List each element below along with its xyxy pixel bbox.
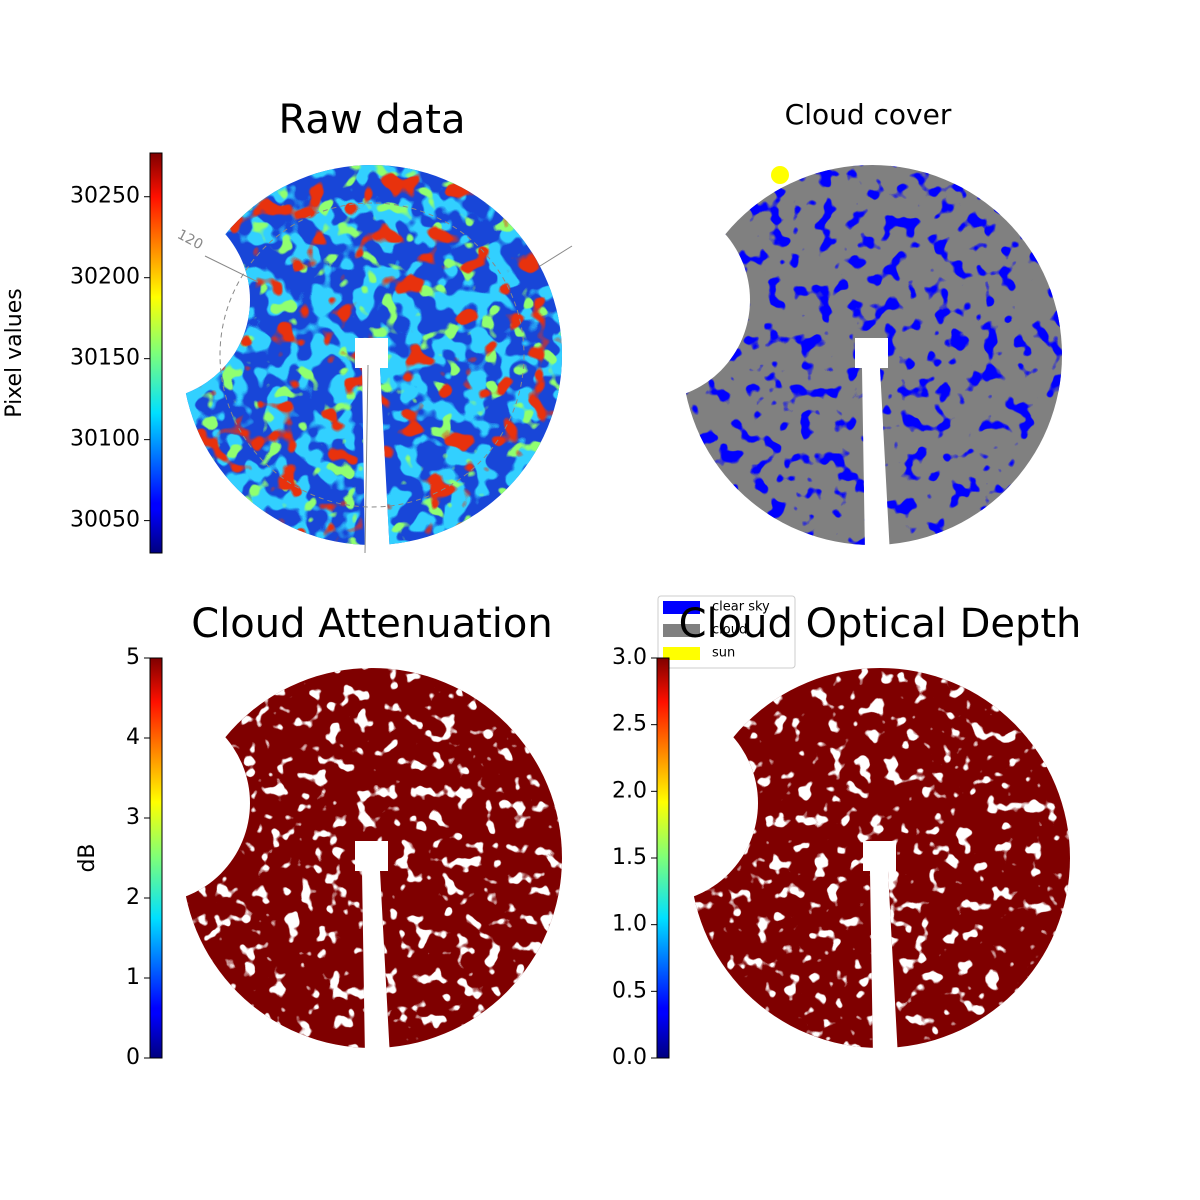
colorbar-tick-label: 3.0	[612, 645, 647, 670]
colorbar-tick-label: 2.5	[612, 712, 647, 737]
colorbar-tick-label: 0.0	[612, 1045, 647, 1070]
colorbar	[656, 657, 670, 1059]
colorbar-tick-label: 1.0	[612, 912, 647, 937]
colorbar-tick-label: 2.0	[612, 778, 647, 803]
colorbar-tick-label: 0.5	[612, 978, 647, 1003]
colorbar-tick-label: 1.5	[612, 845, 647, 870]
